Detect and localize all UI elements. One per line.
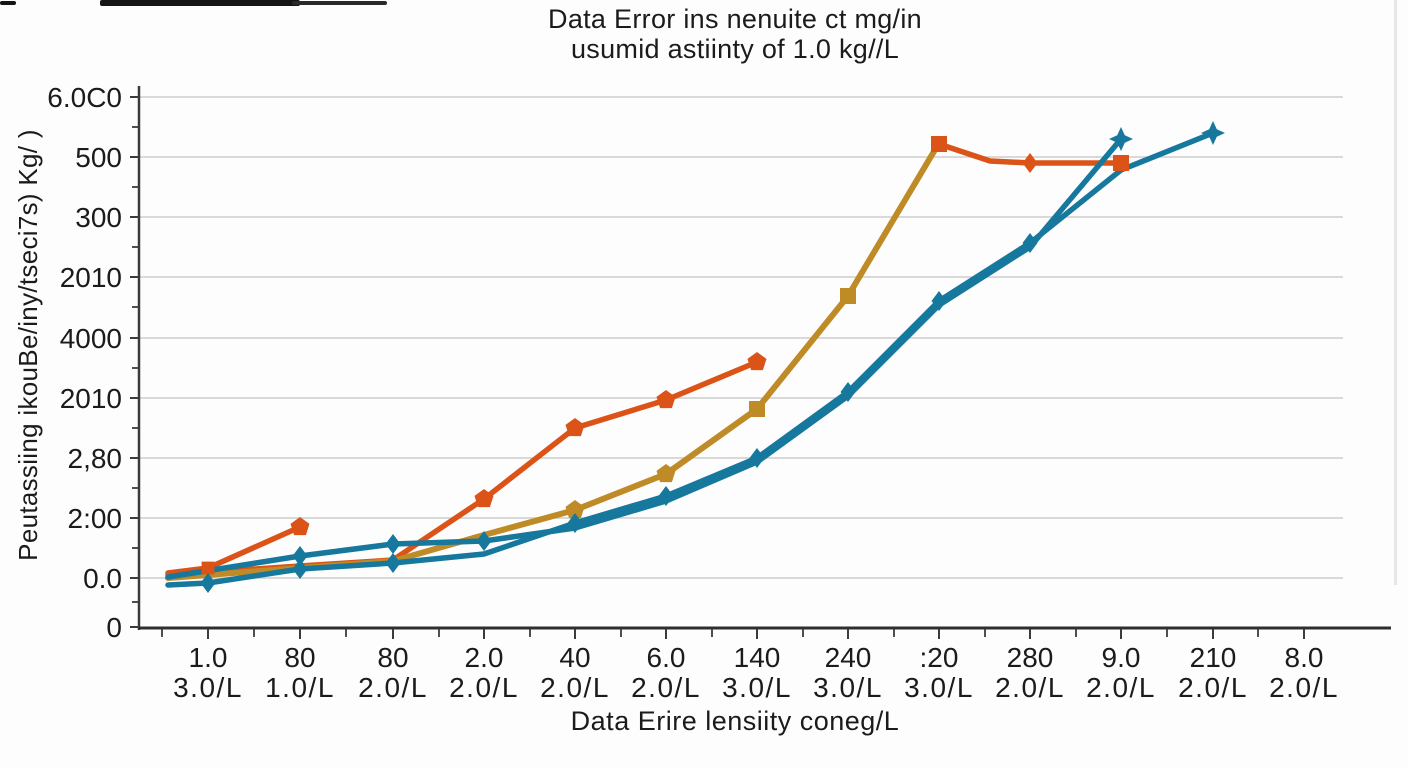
y-tick-label: 2,80 xyxy=(68,443,123,474)
x-tick-label-line2: 3.0/L xyxy=(904,672,974,703)
series-line-blue-upper xyxy=(165,136,1124,580)
series-line-orange-top xyxy=(936,141,1124,166)
x-tick-label-line1: 210 xyxy=(1190,642,1237,673)
marker-orange-main xyxy=(474,489,494,508)
marker-orange-main xyxy=(747,352,767,371)
right-edge-line xyxy=(1394,0,1397,585)
x-tick-label-line2: 3.0/L xyxy=(173,672,243,703)
x-tick-label-line1: 6.0 xyxy=(647,642,686,673)
x-tick-label-line2: 2.0/L xyxy=(995,672,1065,703)
x-tick-label-line1: 40 xyxy=(559,642,590,673)
marker-blue-main xyxy=(749,448,765,468)
x-tick-label-line2: 2.0/L xyxy=(1269,672,1339,703)
marker-blue-main xyxy=(292,559,308,579)
marker-orange-main xyxy=(565,418,585,437)
y-tick-label: 2:00 xyxy=(68,503,123,534)
marker-orange-top xyxy=(1022,153,1038,173)
marker-blue-main xyxy=(1201,121,1225,145)
x-tick-label-line1: 9.0 xyxy=(1102,642,1141,673)
x-tick-label-line2: 2.0/L xyxy=(358,672,428,703)
marker-blue-main xyxy=(840,382,856,402)
x-tick-label-line2: 2.0/L xyxy=(1086,672,1156,703)
marker-blue-main xyxy=(931,291,947,311)
marker-orange-main xyxy=(656,390,676,409)
x-axis-title: Data Erire lensiity coneg/L xyxy=(570,706,900,736)
y-axis-title: Peutassiing ikouBe/iny/tseci7s) Kg/ ) xyxy=(13,129,43,561)
x-tick-label-line2: 2.0/L xyxy=(1178,672,1248,703)
x-tick-label-line2: 2.0/L xyxy=(449,672,519,703)
y-tick-label: 2010 xyxy=(60,383,122,414)
y-tick-label: 2010 xyxy=(60,262,122,293)
marker-orange-top xyxy=(1113,155,1129,171)
marker-blue-upper xyxy=(476,531,492,551)
marker-gold xyxy=(656,464,676,483)
chart-title: Data Error ins nenuite ct mg/in usumid a… xyxy=(139,4,1331,64)
y-tick-label: 0.0 xyxy=(83,563,122,594)
x-tick-label-line2: 2.0/L xyxy=(540,672,610,703)
y-tick-label: 300 xyxy=(75,202,122,233)
marker-blue-main xyxy=(658,486,674,506)
x-tick-label-line2: 1.0/L xyxy=(265,672,335,703)
x-tick-label-line2: 3.0/L xyxy=(722,672,792,703)
x-tick-label-line1: 240 xyxy=(825,642,872,673)
marker-orange-spur xyxy=(201,561,215,575)
scan-artifact-top-2 xyxy=(292,1,387,5)
x-tick-label-line1: 2.0 xyxy=(465,642,504,673)
x-tick-label-line1: :20 xyxy=(920,642,959,673)
x-tick-label-line1: 140 xyxy=(734,642,781,673)
marker-blue-main xyxy=(200,573,216,593)
marker-gold xyxy=(840,288,856,304)
marker-blue-upper xyxy=(1109,127,1133,151)
y-tick-label: 0 xyxy=(106,612,122,643)
marker-blue-main xyxy=(567,513,583,533)
x-tick-label-line2: 2.0/L xyxy=(631,672,701,703)
y-tick-label: 4000 xyxy=(60,323,122,354)
series-line-gold xyxy=(165,140,942,581)
x-tick-label-line2: 3.0/L xyxy=(813,672,883,703)
marker-blue-upper xyxy=(385,534,401,554)
marker-blue-main xyxy=(385,553,401,573)
scan-artifact-top xyxy=(100,0,300,6)
marker-blue-main xyxy=(1022,233,1038,253)
x-tick-label-line1: 8.0 xyxy=(1285,642,1324,673)
marker-blue-upper xyxy=(292,546,308,566)
chart-title-line2: usumid astiinty of 1.0 kg//L xyxy=(570,34,900,65)
y-tick-label: 6.0C0 xyxy=(47,82,122,113)
chart-title-line1: Data Error ins nenuite ct mg/in xyxy=(548,4,922,34)
x-tick-label-line1: 1.0 xyxy=(189,642,228,673)
y-tick-label: 500 xyxy=(75,142,122,173)
marker-orange-spur xyxy=(290,517,310,536)
marker-gold xyxy=(749,401,765,417)
x-tick-label-line1: 280 xyxy=(1007,642,1054,673)
scan-artifact-left xyxy=(0,1,16,5)
marker-gold xyxy=(565,500,585,519)
x-tick-label-line1: 80 xyxy=(284,642,315,673)
marker-orange-top xyxy=(931,136,947,152)
x-tick-label-line1: 80 xyxy=(377,642,408,673)
